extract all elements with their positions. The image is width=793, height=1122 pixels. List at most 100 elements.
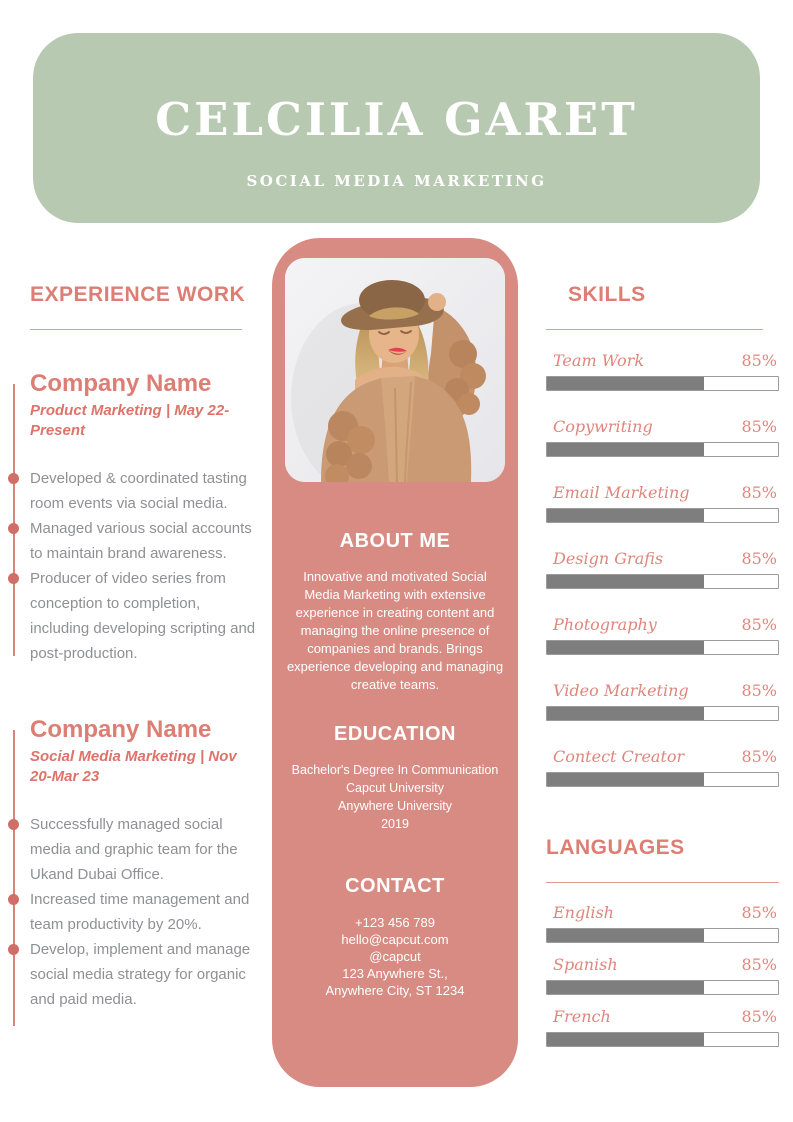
language-bar-fill xyxy=(547,929,705,942)
language-item: Spanish 85% xyxy=(546,955,779,995)
education-line: 2019 xyxy=(381,817,409,831)
skill-item: Team Work 85% xyxy=(546,351,779,391)
experience-title: EXPERIENCE WORK xyxy=(30,283,246,306)
contact-email: hello@capcut.com xyxy=(341,932,449,947)
skills-section: SKILLS Team Work 85% Copywriting 85% Email… xyxy=(546,283,779,813)
skill-label: Email Marketing xyxy=(553,483,690,502)
bullet-text: Producer of video series from conception… xyxy=(30,570,256,662)
languages-title: LANGUAGES xyxy=(546,836,685,859)
skill-item: Contect Creator 85% xyxy=(546,747,779,787)
profile-photo xyxy=(285,258,505,482)
skill-bar-fill xyxy=(547,641,705,654)
skill-bar-fill xyxy=(547,509,705,522)
skill-label: Video Marketing xyxy=(553,681,689,700)
skill-bar xyxy=(546,376,779,391)
job-title: SOCIAL MEDIA MARKETING xyxy=(246,172,547,190)
timeline-line xyxy=(13,384,15,656)
language-bar-fill xyxy=(547,981,705,994)
contact-address-line1: 123 Anywhere St., xyxy=(342,966,448,981)
language-label: Spanish xyxy=(553,955,618,974)
about-section: ABOUT ME Innovative and motivated Social… xyxy=(284,530,506,694)
education-title: EDUCATION xyxy=(334,723,456,745)
education-line: Bachelor's Degree In Communication xyxy=(291,763,499,777)
skill-bar xyxy=(546,442,779,457)
list-item: Managed various social accounts to maint… xyxy=(8,516,262,566)
skill-bar xyxy=(546,706,779,721)
skill-bar xyxy=(546,574,779,589)
bullet-dot xyxy=(8,523,19,534)
role-dates: Product Marketing | May 22-Present xyxy=(30,402,230,439)
skill-percent: 85% xyxy=(741,351,777,370)
skill-item: Video Marketing 85% xyxy=(546,681,779,721)
experience-bullets: Developed & coordinated tasting room eve… xyxy=(8,466,262,666)
language-item: English 85% xyxy=(546,903,779,943)
language-item: French 85% xyxy=(546,1007,779,1047)
education-line: Anywhere University xyxy=(338,799,452,813)
skill-percent: 85% xyxy=(741,681,777,700)
skill-percent: 85% xyxy=(741,615,777,634)
bullet-dot xyxy=(8,473,19,484)
role-dates: Social Media Marketing | Nov 20-Mar 23 xyxy=(30,748,237,785)
experience-divider xyxy=(30,329,242,330)
skill-label: Design Grafis xyxy=(553,549,664,568)
company-name: Company Name xyxy=(30,716,212,743)
language-bar xyxy=(546,928,779,943)
list-item: Increased time management and team produ… xyxy=(8,887,262,937)
skill-item: Copywriting 85% xyxy=(546,417,779,457)
skill-bar xyxy=(546,508,779,523)
list-item: Develop, implement and manage social med… xyxy=(8,937,262,1012)
experience-section: EXPERIENCE WORK Company Name Product Mar… xyxy=(8,283,262,1026)
person-name: CELCILIA GARET xyxy=(155,93,638,146)
skill-label: Copywriting xyxy=(553,417,653,436)
languages-divider xyxy=(546,882,779,883)
portrait-illustration xyxy=(285,258,505,482)
languages-section: LANGUAGES English 85% Spanish 85% French 85… xyxy=(546,836,779,1059)
contact-address-line2: Anywhere City, ST 1234 xyxy=(325,983,465,998)
bullet-text: Developed & coordinated tasting room eve… xyxy=(30,470,247,512)
skill-bar-fill xyxy=(547,377,705,390)
bullet-dot xyxy=(8,573,19,584)
education-section: EDUCATION Bachelor's Degree In Communica… xyxy=(284,723,506,833)
skill-percent: 85% xyxy=(741,417,777,436)
skill-bar xyxy=(546,640,779,655)
list-item: Developed & coordinated tasting room eve… xyxy=(8,466,262,516)
skill-bar-fill xyxy=(547,707,705,720)
skill-item: Email Marketing 85% xyxy=(546,483,779,523)
about-text: Innovative and motivated Social Media Ma… xyxy=(286,569,504,692)
language-percent: 85% xyxy=(741,955,777,974)
skill-bar xyxy=(546,772,779,787)
experience-bullets: Successfully managed social media and gr… xyxy=(8,812,262,1012)
bullet-dot xyxy=(8,944,19,955)
bullet-dot xyxy=(8,819,19,830)
skill-label: Contect Creator xyxy=(553,747,685,766)
skill-percent: 85% xyxy=(741,747,777,766)
language-bar xyxy=(546,1032,779,1047)
skill-label: Team Work xyxy=(553,351,645,370)
language-percent: 85% xyxy=(741,1007,777,1026)
timeline-line xyxy=(13,730,15,1026)
language-bar xyxy=(546,980,779,995)
experience-entry: Company Name Product Marketing | May 22-… xyxy=(8,370,262,662)
skill-bar-fill xyxy=(547,773,705,786)
list-item: Successfully managed social media and gr… xyxy=(8,812,262,887)
contact-phone: +123 456 789 xyxy=(355,915,435,930)
bullet-text: Successfully managed social media and gr… xyxy=(30,816,238,883)
language-bar-fill xyxy=(547,1033,705,1046)
skill-bar-fill xyxy=(547,575,705,588)
bullet-text: Increased time management and team produ… xyxy=(30,891,250,933)
skill-item: Design Grafis 85% xyxy=(546,549,779,589)
experience-entry: Company Name Social Media Marketing | No… xyxy=(8,716,262,1028)
profile-panel: ABOUT ME Innovative and motivated Social… xyxy=(272,238,518,1087)
education-line: Capcut University xyxy=(346,781,444,795)
contact-handle: @capcut xyxy=(369,949,421,964)
skills-title: SKILLS xyxy=(568,283,646,306)
contact-title: CONTACT xyxy=(345,875,445,897)
bullet-text: Develop, implement and manage social med… xyxy=(30,941,251,1008)
header-banner: CELCILIA GARET SOCIAL MEDIA MARKETING xyxy=(33,33,760,223)
contact-section: CONTACT +123 456 789 hello@capcut.com @c… xyxy=(284,875,506,999)
skill-percent: 85% xyxy=(741,483,777,502)
skill-percent: 85% xyxy=(741,549,777,568)
bullet-dot xyxy=(8,894,19,905)
language-label: French xyxy=(553,1007,611,1026)
